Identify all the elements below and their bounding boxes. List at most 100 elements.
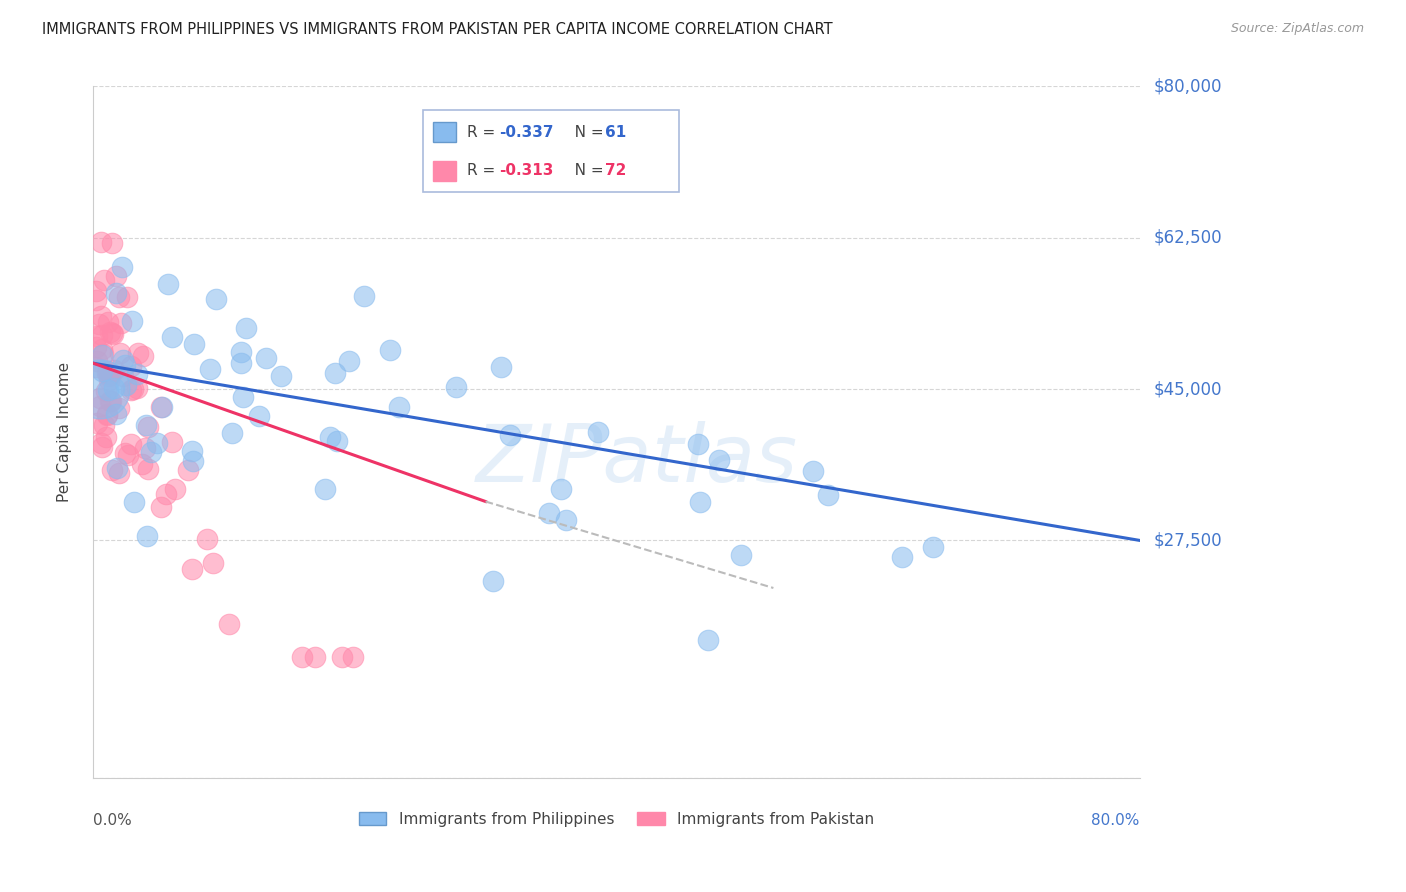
Point: [103, 381, 125, 395]
Point: [104, 407, 127, 421]
Point: [146, 436, 169, 450]
Point: [136, 462, 159, 476]
Point: [202, 556, 225, 570]
Point: [121, 314, 143, 328]
Point: [112, 353, 135, 368]
Point: [697, 632, 720, 647]
Point: [101, 326, 124, 341]
Point: [131, 349, 153, 363]
Text: $45,000: $45,000: [1154, 380, 1222, 398]
FancyBboxPatch shape: [433, 122, 456, 142]
Point: [195, 532, 218, 546]
Point: [91, 343, 114, 357]
Point: [108, 345, 131, 359]
Point: [125, 381, 148, 395]
Text: $27,500: $27,500: [1154, 532, 1222, 549]
Point: [817, 487, 839, 501]
Point: [84, 360, 107, 375]
Text: R =: R =: [467, 125, 499, 140]
Point: [93, 347, 115, 361]
Point: [90, 364, 112, 378]
Point: [114, 445, 136, 459]
Point: [181, 454, 204, 468]
Point: [101, 463, 124, 477]
Point: [180, 562, 202, 576]
Point: [91, 348, 114, 362]
Point: [326, 434, 349, 448]
Point: [121, 383, 143, 397]
Point: [689, 494, 711, 508]
Point: [100, 394, 122, 409]
Point: [97, 364, 120, 378]
Point: [314, 483, 336, 497]
Point: [138, 419, 160, 434]
Point: [538, 506, 561, 520]
Point: [90, 235, 112, 249]
Point: [117, 448, 139, 462]
Point: [108, 466, 131, 480]
Point: [94, 430, 117, 444]
Point: [105, 461, 128, 475]
Point: [125, 367, 148, 381]
Point: [254, 351, 277, 365]
Point: [131, 457, 153, 471]
Point: [155, 487, 177, 501]
Point: [247, 409, 270, 423]
Text: $80,000: $80,000: [1154, 78, 1222, 95]
Point: [120, 384, 142, 398]
Point: [127, 345, 149, 359]
Point: [100, 235, 122, 250]
FancyBboxPatch shape: [423, 110, 679, 192]
Point: [550, 482, 572, 496]
Point: [205, 292, 228, 306]
Point: [108, 401, 131, 415]
Point: [98, 373, 121, 387]
Point: [105, 269, 128, 284]
Point: [89, 391, 111, 405]
Point: [235, 321, 257, 335]
Point: [160, 329, 183, 343]
Point: [86, 416, 108, 430]
Point: [90, 436, 112, 450]
Point: [136, 529, 159, 543]
Point: [585, 157, 607, 171]
Point: [707, 453, 730, 467]
Point: [108, 290, 131, 304]
Point: [98, 367, 121, 381]
Point: [115, 377, 138, 392]
Point: [101, 326, 124, 341]
Point: [304, 650, 326, 665]
Text: IMMIGRANTS FROM PHILIPPINES VS IMMIGRANTS FROM PAKISTAN PER CAPITA INCOME CORREL: IMMIGRANTS FROM PHILIPPINES VS IMMIGRANT…: [42, 22, 832, 37]
Point: [120, 359, 142, 373]
Point: [330, 650, 353, 665]
Text: 0.0%: 0.0%: [93, 813, 132, 828]
Point: [730, 548, 752, 562]
Point: [180, 444, 202, 458]
Point: [353, 289, 375, 303]
Point: [114, 358, 136, 372]
Point: [90, 309, 112, 323]
Point: [84, 284, 107, 298]
Point: [489, 360, 512, 375]
Text: 80.0%: 80.0%: [1091, 813, 1140, 828]
Point: [229, 344, 252, 359]
Text: 61: 61: [605, 125, 626, 140]
Point: [165, 482, 187, 496]
Point: [96, 367, 118, 381]
Point: [157, 277, 180, 291]
Point: [120, 437, 142, 451]
Point: [96, 407, 118, 421]
Point: [499, 428, 522, 442]
Point: [93, 273, 115, 287]
Point: [89, 399, 111, 413]
Point: [97, 383, 120, 397]
Point: [111, 260, 134, 275]
Point: [554, 513, 576, 527]
Point: [482, 574, 505, 588]
Point: [890, 550, 912, 565]
Point: [84, 293, 107, 308]
Point: [388, 400, 411, 414]
Point: [90, 440, 112, 454]
Text: ZIPatlas: ZIPatlas: [477, 421, 799, 499]
Point: [111, 368, 134, 383]
